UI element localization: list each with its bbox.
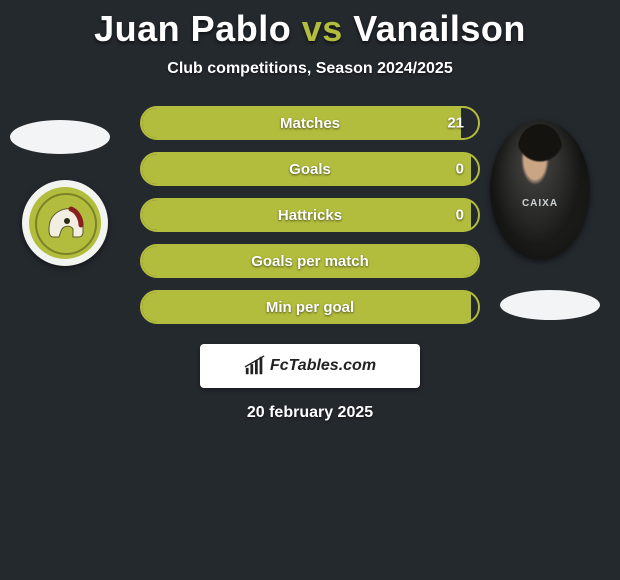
club-badge-inner	[29, 187, 101, 259]
subtitle: Club competitions, Season 2024/2025	[0, 60, 620, 78]
stat-row: Matches 21	[140, 106, 480, 140]
stat-label: Goals per match	[251, 253, 369, 270]
stat-row: Hattricks 0	[140, 198, 480, 232]
stat-label: Goals	[289, 161, 331, 178]
player2-avatar	[490, 120, 590, 260]
vs-text: vs	[302, 8, 343, 49]
player1-name: Juan Pablo	[94, 8, 291, 49]
stat-label: Matches	[280, 115, 340, 132]
helmet-icon	[41, 199, 89, 247]
brand-text: FcTables.com	[270, 357, 376, 375]
date-text: 20 february 2025	[0, 404, 620, 422]
stat-row: Goals 0	[140, 152, 480, 186]
player2-club-placeholder	[500, 290, 600, 320]
stat-row: Min per goal	[140, 290, 480, 324]
stat-value: 21	[447, 115, 464, 132]
stat-value: 0	[456, 161, 464, 178]
club-badge-left	[22, 180, 108, 266]
stats-list: Matches 21 Goals 0 Hattricks 0 Goals per match…	[140, 106, 480, 324]
stat-label: Min per goal	[266, 299, 354, 316]
page-title: Juan Pablo vs Vanailson	[0, 0, 620, 50]
stat-label: Hattricks	[278, 207, 342, 224]
bar-chart-icon	[244, 355, 266, 377]
brand-box[interactable]: FcTables.com	[200, 344, 420, 388]
stat-value: 0	[456, 207, 464, 224]
stat-row: Goals per match	[140, 244, 480, 278]
player1-avatar-placeholder	[10, 120, 110, 154]
player2-name: Vanailson	[353, 8, 526, 49]
